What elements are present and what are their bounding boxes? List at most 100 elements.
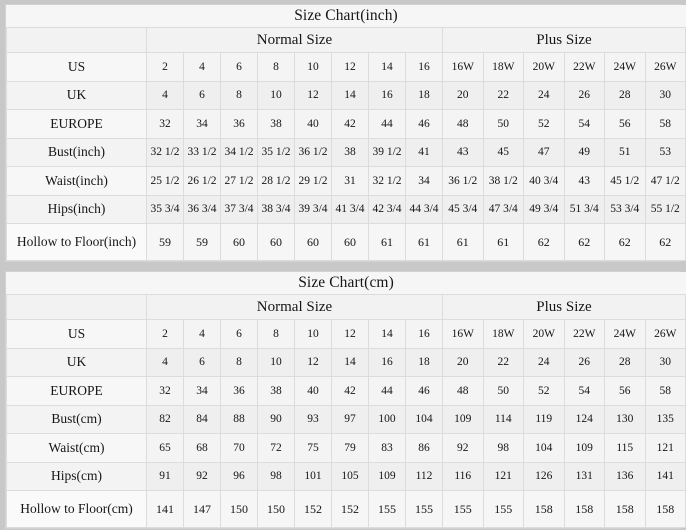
table-cell: 45 3/4 xyxy=(442,194,484,224)
table-cell: 59 xyxy=(183,223,221,261)
table-cell: 158 xyxy=(563,490,605,528)
table-cell: 41 xyxy=(405,137,443,167)
table-cell: 82 xyxy=(146,404,184,434)
table-cell: 4 xyxy=(183,52,221,82)
table-cell: 30 xyxy=(644,80,686,110)
table-cell: 104 xyxy=(405,404,443,434)
table-cell: 40 xyxy=(294,376,332,406)
size-group-header: Plus Size xyxy=(441,294,686,320)
row-label: Hollow to Floor(inch) xyxy=(6,223,147,261)
table-cell: 18W xyxy=(482,319,524,349)
table-cell: 155 xyxy=(405,490,443,528)
table-cell: 16 xyxy=(368,347,406,377)
table-cell: 136 xyxy=(604,461,646,491)
size-chart-block: Size Chart(cm) Normal Size Plus Size US 2 4 6 8… xyxy=(5,271,686,529)
table-cell: 62 xyxy=(644,223,686,261)
table-cell: 62 xyxy=(523,223,565,261)
table-cell: 38 3/4 xyxy=(257,194,295,224)
table-cell: 27 1/2 xyxy=(220,166,258,196)
row-label: EUROPE xyxy=(6,376,147,406)
table-cell: 14 xyxy=(368,319,406,349)
table-row: Bust(inch) 32 1/2 33 1/2 34 1/2 35 1/2 36 1/2… xyxy=(6,137,686,167)
table-cell: 2 xyxy=(146,52,184,82)
table-cell: 43 xyxy=(442,137,484,167)
table-cell: 18W xyxy=(482,52,524,82)
table-cell: 32 1/2 xyxy=(368,166,406,196)
table-cell: 61 xyxy=(442,223,484,261)
table-cell: 131 xyxy=(563,461,605,491)
table-cell: 42 3/4 xyxy=(368,194,406,224)
table-cell: 88 xyxy=(220,404,258,434)
table-cell: 16 xyxy=(405,52,443,82)
table-cell: 4 xyxy=(146,347,184,377)
table-cell: 93 xyxy=(294,404,332,434)
size-group-header: Normal Size xyxy=(146,294,443,320)
table-cell: 26W xyxy=(644,52,686,82)
table-cell: 44 3/4 xyxy=(405,194,443,224)
table-cell: 46 xyxy=(405,109,443,139)
table-cell: 24 xyxy=(523,347,565,377)
table-cell: 104 xyxy=(523,433,565,463)
chart-title-row: Size Chart(inch) xyxy=(6,5,686,28)
table-cell: 38 xyxy=(257,376,295,406)
table-cell: 79 xyxy=(331,433,369,463)
table-cell: 109 xyxy=(563,433,605,463)
table-cell: 10 xyxy=(294,319,332,349)
table-cell: 96 xyxy=(220,461,258,491)
table-cell: 34 xyxy=(183,109,221,139)
charts-container: Size Chart(inch) Normal Size Plus Size US 2 4… xyxy=(5,4,686,529)
table-cell: 116 xyxy=(442,461,484,491)
table-cell: 68 xyxy=(183,433,221,463)
table-cell: 18 xyxy=(405,347,443,377)
table-cell: 45 1/2 xyxy=(604,166,646,196)
table-cell: 2 xyxy=(146,319,184,349)
size-group-header: Plus Size xyxy=(441,27,686,53)
table-cell: 109 xyxy=(368,461,406,491)
table-cell: 24W xyxy=(604,319,646,349)
table-cell: 16 xyxy=(405,319,443,349)
table-row: Hollow to Floor(cm) 141 147 150 150 152 152 155… xyxy=(6,490,686,528)
table-cell: 28 xyxy=(604,80,646,110)
table-cell: 56 xyxy=(604,109,646,139)
table-cell: 121 xyxy=(644,433,686,463)
table-cell: 26 xyxy=(563,347,605,377)
table-cell: 53 xyxy=(644,137,686,167)
table-cell: 112 xyxy=(405,461,443,491)
table-cell: 40 xyxy=(294,109,332,139)
row-label: EUROPE xyxy=(6,109,147,139)
table-cell: 6 xyxy=(183,347,221,377)
row-label: Hollow to Floor(cm) xyxy=(6,490,147,528)
table-cell: 90 xyxy=(257,404,295,434)
table-cell: 152 xyxy=(294,490,332,528)
table-cell: 62 xyxy=(604,223,646,261)
table-cell: 28 1/2 xyxy=(257,166,295,196)
table-cell: 105 xyxy=(331,461,369,491)
table-cell: 150 xyxy=(220,490,258,528)
table-cell: 39 1/2 xyxy=(368,137,406,167)
table-cell: 24 xyxy=(523,80,565,110)
table-cell: 39 3/4 xyxy=(294,194,332,224)
table-cell: 119 xyxy=(523,404,565,434)
table-cell: 48 xyxy=(442,376,484,406)
table-cell: 54 xyxy=(563,109,605,139)
table-cell: 48 xyxy=(442,109,484,139)
table-cell: 8 xyxy=(257,319,295,349)
table-cell: 35 1/2 xyxy=(257,137,295,167)
row-label: Waist(inch) xyxy=(6,166,147,196)
size-chart-table: Size Chart(cm) Normal Size Plus Size US 2 4 6 8… xyxy=(6,272,686,528)
row-label: UK xyxy=(6,80,147,110)
table-row: UK 4 6 8 10 12 14 16 18 20 22 24 26 28 30 xyxy=(6,347,686,377)
table-cell: 16W xyxy=(442,52,484,82)
table-cell: 92 xyxy=(442,433,484,463)
table-cell: 10 xyxy=(294,52,332,82)
table-row: EUROPE 32 34 36 38 40 42 44 46 48 50 52 54 56 58 xyxy=(6,109,686,139)
table-cell: 75 xyxy=(294,433,332,463)
table-cell: 10 xyxy=(257,347,295,377)
table-cell: 47 1/2 xyxy=(644,166,686,196)
chart-title: Size Chart(cm) xyxy=(6,272,686,295)
table-cell: 20W xyxy=(523,319,565,349)
table-cell: 8 xyxy=(220,80,258,110)
table-cell: 34 xyxy=(405,166,443,196)
table-cell: 51 3/4 xyxy=(563,194,605,224)
table-cell: 14 xyxy=(368,52,406,82)
